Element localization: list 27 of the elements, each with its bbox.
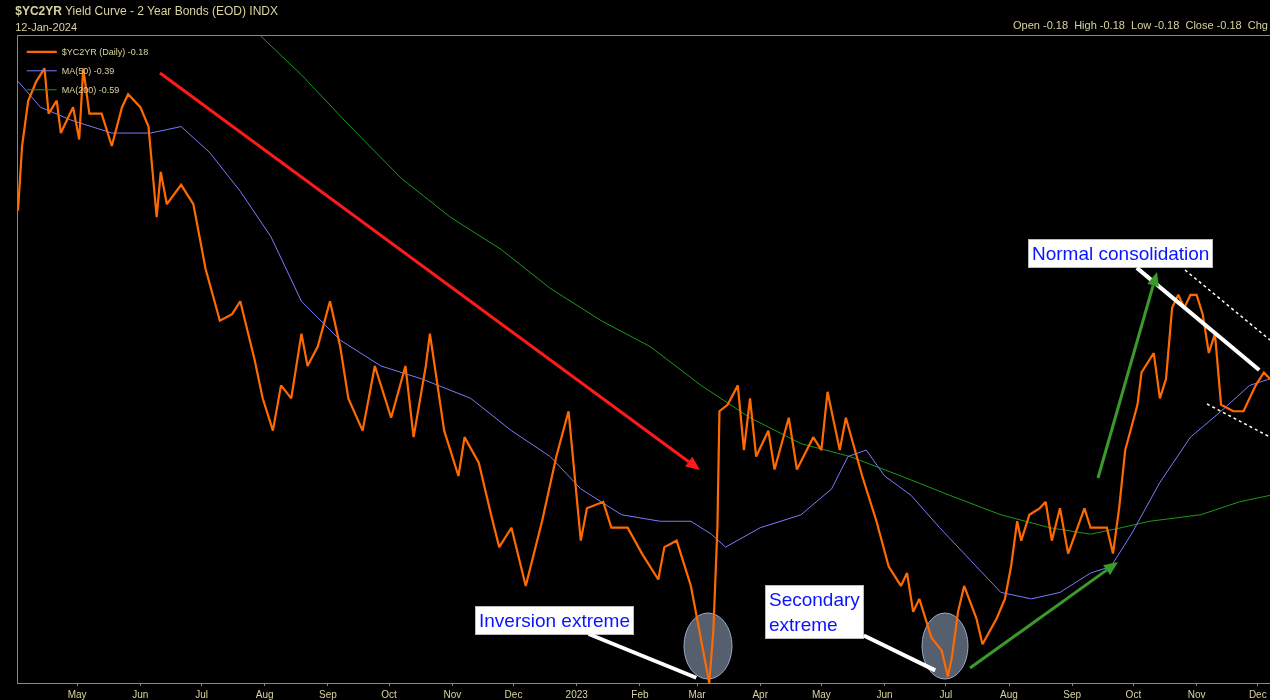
x-tick-label: Jun — [876, 689, 893, 700]
x-tick-label: Mar — [688, 689, 707, 700]
chart-subtitle: 12-Jan-2024 — [15, 21, 78, 33]
x-tick-label: 2023 — [565, 689, 589, 700]
x-tick-label: Sep — [1063, 689, 1082, 700]
x-tick-label: Nov — [1187, 689, 1206, 700]
x-tick-label: Sep — [319, 689, 338, 700]
x-tick-label: Oct — [1125, 689, 1142, 700]
x-tick-label: Feb — [631, 689, 649, 700]
text: Open -0.18 High -0.18 Low -0.18 Close -0.18 Chg — [1013, 19, 1268, 31]
x-tick-label: Jun — [132, 689, 149, 700]
x-tick-label: Jul — [195, 689, 208, 700]
annotation: Inversion extreme — [479, 610, 631, 631]
chart-title: $YC2YR Yield Curve - 2 Year Bonds (EOD) INDX — [15, 4, 279, 19]
x-tick-label: Dec — [504, 689, 523, 700]
x-tick-label: May — [811, 689, 831, 700]
legend-label: $YC2YR (Daily) -0.18 — [61, 47, 149, 58]
x-tick-label: May — [67, 689, 87, 700]
x-tick-label: Dec — [1248, 689, 1267, 700]
annotation: Normal consolidation — [1032, 243, 1210, 264]
x-tick-label: Aug — [255, 689, 274, 700]
x-tick-label: Nov — [443, 689, 462, 700]
x-tick-label: Jul — [939, 689, 953, 700]
x-tick-label: Apr — [752, 689, 769, 700]
x-tick-label: Aug — [1000, 689, 1018, 700]
x-tick-label: Oct — [381, 689, 398, 700]
annotation: Secondary extreme — [769, 589, 861, 635]
